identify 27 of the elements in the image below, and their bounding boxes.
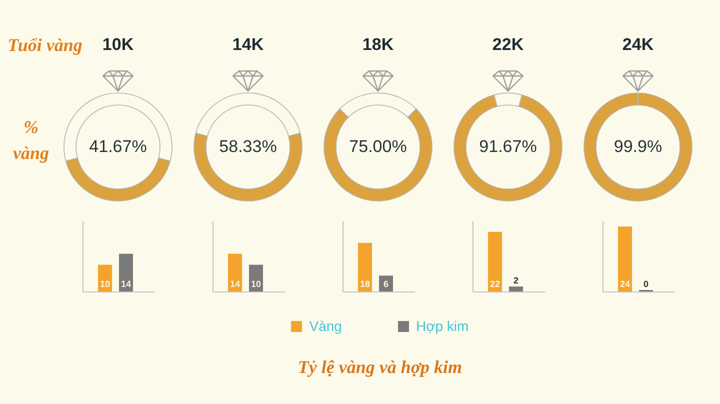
chart-title: 24K [621,34,655,56]
text: 91.67% [478,136,538,158]
data-label: 10 [100,279,110,289]
data-label: 0 [643,279,649,289]
text: 75.00% [348,136,408,158]
text: 41.67% [88,136,148,158]
text: % vàng [12,116,50,165]
data-label: 14 [230,279,240,289]
text: 99.9% [612,136,664,158]
data-label: 10 [250,279,262,289]
chart-title: 22K [491,34,525,56]
data-label: 14 [120,279,132,289]
data-label: 2 [513,276,519,286]
text: Tuổi vàng [6,34,84,57]
data-label: 18 [360,279,370,289]
legend-label: Vàng [309,318,342,334]
donut-slice [454,94,562,202]
donut-slice [584,92,692,202]
text: 58.33% [218,136,278,158]
data-label: 6 [383,279,389,289]
data-label: 24 [620,279,630,289]
text: Tỷ lệ vàng và hợp kim [296,356,464,379]
legend-label: Hợp kim [416,318,469,334]
chart-title: 10K [102,35,134,54]
chart-title: 18K [361,34,395,56]
chart-title: 14K [231,34,265,56]
data-label: 22 [490,279,500,289]
